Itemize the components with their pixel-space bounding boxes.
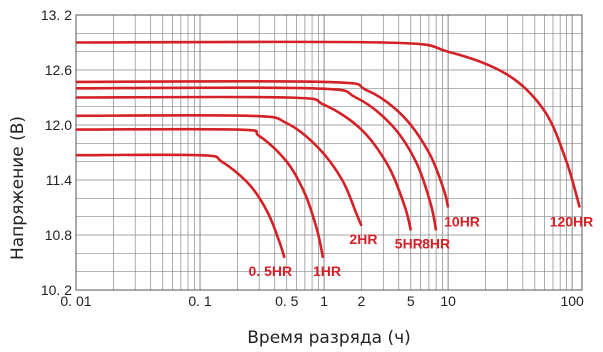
curve-label: 120HR <box>550 214 594 230</box>
y-tick-label: 13. 2 <box>41 7 72 23</box>
discharge-curves <box>75 40 581 259</box>
x-tick-label: 0. 5 <box>275 293 299 309</box>
x-tick-label: 100 <box>560 293 584 309</box>
y-tick-label: 10. 2 <box>41 282 72 298</box>
curve-label: 5HR <box>395 235 423 251</box>
curve-1hr <box>75 127 325 259</box>
x-tick-labels: 0. 01 0. 1 0. 5 1 2 5 10 100 <box>60 293 584 309</box>
curve-120hr <box>75 40 581 208</box>
y-tick-label: 12.6 <box>45 62 72 78</box>
curve-label: 1HR <box>313 263 341 279</box>
curve-8hr <box>75 86 438 231</box>
y-axis-title: Напряжение (В) <box>8 116 28 260</box>
curve-10hr <box>75 79 450 208</box>
y-tick-label: 10.8 <box>45 227 72 243</box>
curve-label: 2HR <box>349 231 377 247</box>
curve-5hr <box>75 95 413 231</box>
curve-2hr <box>75 113 363 227</box>
x-tick-label: 1 <box>320 293 328 309</box>
x-axis-title: Время разряда (ч) <box>247 328 411 348</box>
curve-05hr <box>75 153 286 259</box>
curve-label: 8HR <box>422 235 450 251</box>
x-tick-label: 5 <box>407 293 415 309</box>
y-tick-label: 11.4 <box>46 172 72 188</box>
curve-labels: 0. 5HR 1HR 2HR 5HR 8HR 10HR 120HR <box>249 214 594 279</box>
x-tick-label: 0. 1 <box>188 293 212 309</box>
x-tick-label: 10 <box>440 293 456 309</box>
plot-frame <box>75 14 583 291</box>
x-tick-label: 0. 01 <box>60 293 91 309</box>
y-tick-labels: 10. 2 10.8 11.4 12.0 12.6 13. 2 <box>41 7 72 298</box>
x-tick-label: 2 <box>358 293 366 309</box>
curve-label: 10HR <box>444 214 480 230</box>
curve-label: 0. 5HR <box>249 263 293 279</box>
y-tick-label: 12.0 <box>45 117 72 133</box>
